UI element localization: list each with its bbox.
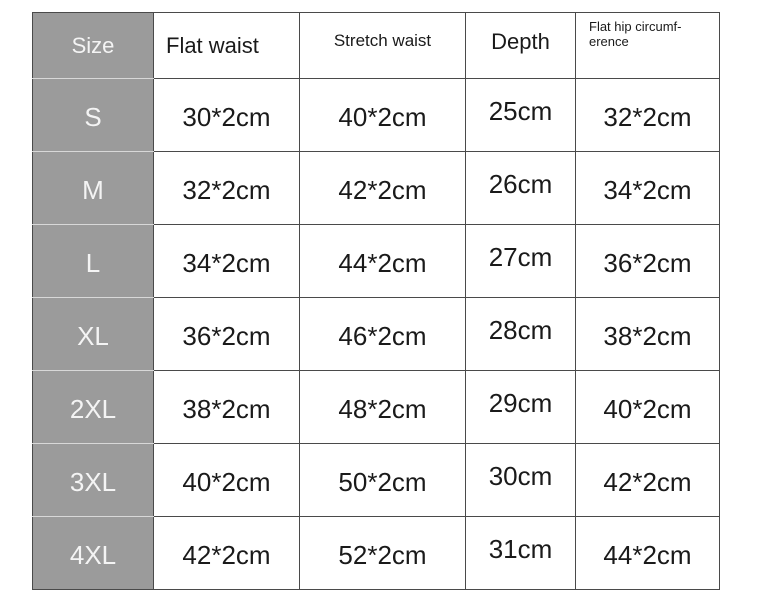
cell-flat-hip: 42*2cm [575, 443, 720, 517]
cell-stretch-waist: 52*2cm [299, 516, 466, 590]
cell-stretch-waist: 44*2cm [299, 224, 466, 298]
cell-flat-waist: 30*2cm [153, 78, 300, 152]
size-chart-table: Size Flat waist Stretch waist Depth Flat… [32, 12, 720, 590]
table-row: L 34*2cm 44*2cm 27cm 36*2cm [32, 224, 720, 298]
cell-flat-hip: 32*2cm [575, 78, 720, 152]
cell-size: XL [32, 297, 154, 371]
cell-flat-hip: 34*2cm [575, 151, 720, 225]
cell-size: S [32, 78, 154, 152]
cell-depth: 30cm [465, 443, 576, 517]
cell-flat-hip: 40*2cm [575, 370, 720, 444]
cell-depth: 25cm [465, 78, 576, 152]
cell-stretch-waist: 42*2cm [299, 151, 466, 225]
cell-flat-waist: 32*2cm [153, 151, 300, 225]
cell-size: 4XL [32, 516, 154, 590]
table-row: S 30*2cm 40*2cm 25cm 32*2cm [32, 78, 720, 152]
header-depth: Depth [465, 12, 576, 79]
cell-size: L [32, 224, 154, 298]
cell-size: 3XL [32, 443, 154, 517]
table-row: 4XL 42*2cm 52*2cm 31cm 44*2cm [32, 516, 720, 590]
cell-flat-waist: 40*2cm [153, 443, 300, 517]
cell-depth: 29cm [465, 370, 576, 444]
table-row: 3XL 40*2cm 50*2cm 30cm 42*2cm [32, 443, 720, 517]
cell-flat-hip: 38*2cm [575, 297, 720, 371]
cell-depth: 26cm [465, 151, 576, 225]
table-row: 2XL 38*2cm 48*2cm 29cm 40*2cm [32, 370, 720, 444]
cell-flat-waist: 34*2cm [153, 224, 300, 298]
cell-size: M [32, 151, 154, 225]
header-stretch-waist: Stretch waist [299, 12, 466, 79]
header-flat-waist: Flat waist [153, 12, 300, 79]
header-size: Size [32, 12, 154, 79]
cell-flat-waist: 38*2cm [153, 370, 300, 444]
table-row: XL 36*2cm 46*2cm 28cm 38*2cm [32, 297, 720, 371]
cell-depth: 28cm [465, 297, 576, 371]
cell-stretch-waist: 46*2cm [299, 297, 466, 371]
header-flat-hip: Flat hip circumf-erence [575, 12, 720, 79]
cell-stretch-waist: 50*2cm [299, 443, 466, 517]
header-hip-line2: erence [589, 34, 629, 49]
cell-stretch-waist: 48*2cm [299, 370, 466, 444]
header-hip-line1: Flat hip circumf- [589, 19, 682, 34]
cell-flat-hip: 36*2cm [575, 224, 720, 298]
cell-flat-waist: 36*2cm [153, 297, 300, 371]
cell-flat-hip: 44*2cm [575, 516, 720, 590]
cell-size: 2XL [32, 370, 154, 444]
table-row: M 32*2cm 42*2cm 26cm 34*2cm [32, 151, 720, 225]
cell-flat-waist: 42*2cm [153, 516, 300, 590]
cell-depth: 31cm [465, 516, 576, 590]
cell-stretch-waist: 40*2cm [299, 78, 466, 152]
cell-depth: 27cm [465, 224, 576, 298]
header-row: Size Flat waist Stretch waist Depth Flat… [32, 12, 720, 79]
